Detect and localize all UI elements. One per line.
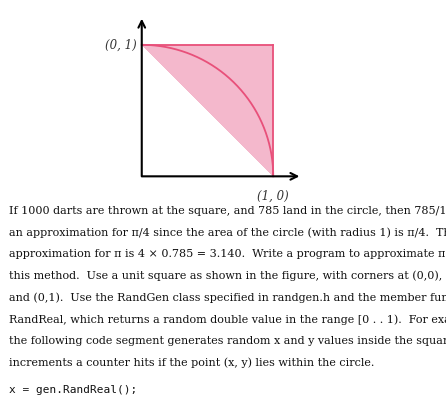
Text: (0, 1): (0, 1) [105,38,136,51]
Text: RandReal, which returns a random double value in the range [0 . . 1).  For examp: RandReal, which returns a random double … [9,314,446,324]
Text: approximation for π is 4 × 0.785 = 3.140.  Write a program to approximate π usin: approximation for π is 4 × 0.785 = 3.140… [9,249,446,259]
Text: x = gen.RandReal();: x = gen.RandReal(); [9,385,137,395]
Text: this method.  Use a unit square as shown in the figure, with corners at (0,0), (: this method. Use a unit square as shown … [9,271,446,281]
Polygon shape [142,45,273,176]
Text: the following code segment generates random x and y values inside the square and: the following code segment generates ran… [9,336,446,346]
Text: If 1000 darts are thrown at the square, and 785 land in the circle, then 785/100: If 1000 darts are thrown at the square, … [9,206,446,216]
Text: and (0,1).  Use the RandGen class specified in randgen.h and the member function: and (0,1). Use the RandGen class specifi… [9,292,446,303]
Text: (1, 0): (1, 0) [257,190,289,202]
Text: increments a counter hits if the point (x, y) lies within the circle.: increments a counter hits if the point (… [9,357,374,368]
Text: an approximation for π/4 since the area of the circle (with radius 1) is π/4.  T: an approximation for π/4 since the area … [9,228,446,238]
